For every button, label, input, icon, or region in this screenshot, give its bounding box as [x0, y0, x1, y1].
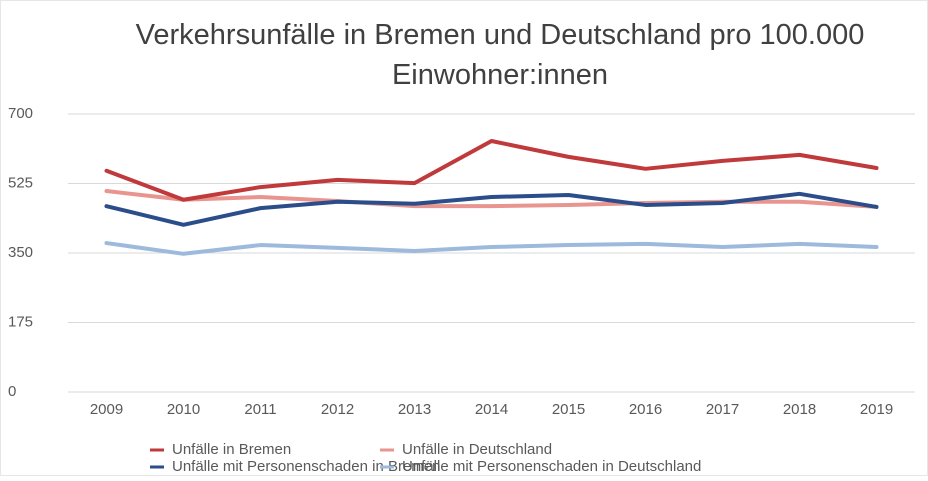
y-tick-label: 700 [8, 105, 33, 122]
line-series [104, 191, 879, 227]
legend-label: Unfälle mit Personenschaden in Bremen [172, 458, 440, 475]
x-tick-label: 2012 [321, 401, 354, 418]
legend-label: Unfälle in Deutschland [402, 441, 552, 458]
legend-label: Unfälle mit Personenschaden in Deutschla… [402, 458, 701, 475]
x-tick-label: 2010 [167, 401, 200, 418]
line-series [104, 139, 879, 202]
x-tick-label: 2013 [398, 401, 431, 418]
y-tick-label: 175 [8, 313, 33, 330]
x-tick-label: 2014 [475, 401, 508, 418]
x-tick-label: 2017 [706, 401, 739, 418]
x-tick-label: 2016 [629, 401, 662, 418]
x-tick-label: 2009 [90, 401, 123, 418]
y-tick-label: 350 [8, 244, 33, 261]
x-tick-label: 2018 [783, 401, 816, 418]
x-tick-label: 2011 [244, 401, 276, 418]
y-tick-label: 525 [8, 174, 33, 191]
legend-label: Unfälle in Bremen [172, 441, 291, 458]
chart-title: Verkehrsunfälle in Bremen und Deutschlan… [136, 19, 865, 91]
x-tick-label: 2015 [552, 401, 585, 418]
x-tick-label: 2019 [860, 401, 893, 418]
y-tick-label: 0 [8, 383, 16, 400]
line-series [104, 241, 879, 256]
